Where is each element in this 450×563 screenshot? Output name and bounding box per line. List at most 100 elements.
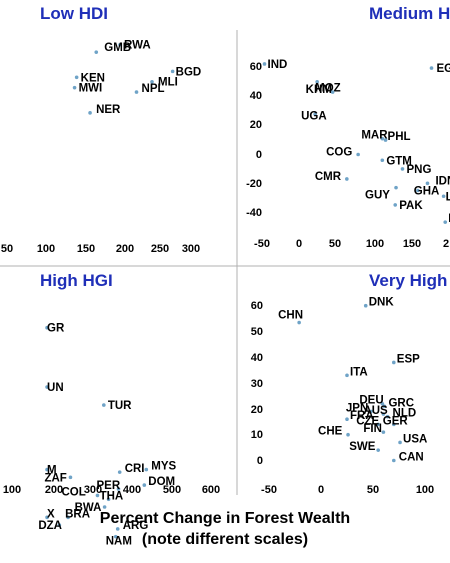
point-label: COG [326,147,352,159]
point-label: IND [268,59,288,71]
x-tick-label: -50 [254,238,270,250]
x-tick-label: 100 [366,238,384,250]
point-label: IDN [435,175,450,187]
data-point [106,497,111,502]
point-label: DNK [369,297,395,309]
data-point [385,414,390,419]
data-point [115,527,120,531]
x-tick-label: 2 [443,238,449,250]
point-label: FRA [350,410,374,422]
scatter-panel-4: Very High-50 0 50 1006050403020100DNKESPITA… [251,271,448,496]
y-tick-label: -40 [246,207,262,219]
x-tick-label: 300 [182,243,200,255]
data-point [57,523,62,527]
y-tick-label: 30 [251,378,263,390]
data-point [94,50,99,54]
data-point [150,79,154,84]
scatter-panel-2: Medium H -50 0 50 100 150 2 60 40 20 0 -20 -40 EGY MAR… [246,4,450,250]
y-tick-label: 40 [250,90,262,102]
data-point [380,401,385,406]
data-point [116,487,121,491]
data-point [380,158,385,163]
x-tick-label: 100 [416,484,434,496]
data-point [392,422,396,427]
y-tick-label: 60 [251,300,263,312]
point-label: TUR [108,400,132,412]
x-axis-caption-note: (note different scales) [141,531,309,548]
point-label: USA [403,433,427,445]
point-label: JPN [346,402,368,414]
point-label: THA [100,490,124,502]
panel-title: High HGI [40,271,113,290]
data-point [345,373,349,378]
point-label: DZA [38,520,62,532]
x-tick-label: 200 [45,484,63,496]
point-label: GRC [388,397,414,409]
point-label: GER [383,415,409,427]
x-tick-label: 200 [116,243,134,255]
panel-title: Low HDI [40,4,108,23]
point-label: BWA [75,502,102,514]
data-point [313,112,317,117]
point-label: GR [47,323,65,335]
point-label: PNG [406,164,431,176]
x-tick-label: 600 [202,484,220,496]
data-point [393,203,398,207]
point-label: GUY [365,190,390,202]
point-label: DEU [359,395,383,407]
data-point [74,75,79,80]
data-point [416,188,420,193]
y-tick-label: 40 [251,352,263,364]
point-label: RWA [124,40,151,52]
data-point [392,458,396,463]
data-point [113,534,118,539]
data-point [330,90,335,94]
point-label: KEN [81,72,105,84]
data-point [102,403,106,407]
x-tick-label: 150 [403,238,421,250]
x-tick-label: -50 [261,484,277,496]
point-label: PHL [388,131,411,143]
data-point [297,320,301,325]
point-label: GMB [104,42,131,54]
data-point [369,409,373,414]
point-label: CHN [278,310,303,322]
point-label: UGA [301,110,327,122]
data-point [429,66,434,70]
point-label: ITA [350,366,368,378]
point-label: CRI [125,463,145,475]
point-label: NPL [142,83,165,95]
point-label: MYS [151,461,176,473]
point-label: SWE [349,441,376,453]
point-label: NLD [393,408,417,420]
y-tick-label: 20 [251,404,263,416]
y-tick-label: 0 [256,149,262,161]
panel-title: Medium H [369,4,450,23]
data-point [45,467,49,472]
data-point [45,325,49,330]
data-point [376,448,381,452]
point-label: DOM [148,476,175,488]
point-label: UN [47,382,64,394]
data-point [45,385,49,389]
data-point [363,303,368,308]
x-tick-label: 250 [151,243,169,255]
data-point [381,430,386,434]
point-label: FIN [363,423,382,435]
point-label: X [47,508,55,520]
data-point [95,493,100,498]
point-label: M [47,465,57,477]
x-axis-caption: Percent Change in Forest Wealth [99,510,351,527]
data-point [170,69,175,74]
y-tick-label: 20 [250,119,262,131]
data-point [443,220,448,224]
y-tick-label: 10 [251,429,263,441]
data-point [398,440,402,445]
point-label: CZE [356,415,379,427]
data-point [102,505,107,509]
data-point [376,422,381,427]
point-label: CAN [399,452,424,464]
data-point [400,167,405,171]
